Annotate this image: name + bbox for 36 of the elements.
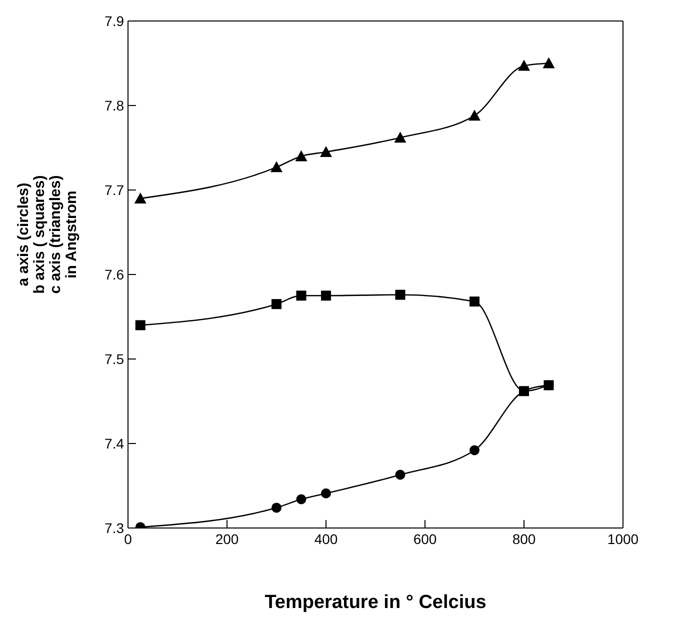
point	[544, 380, 554, 390]
point	[272, 299, 282, 310]
point	[321, 488, 331, 498]
y-tick-label: 7.9	[104, 12, 124, 29]
point	[518, 60, 530, 71]
y-axis-title: a axis (circles) b axis ( squares) c axis (triangles) in Angstrom	[15, 175, 80, 294]
point	[270, 161, 282, 172]
point	[135, 320, 146, 330]
x-tick-label: 1000	[607, 530, 639, 547]
point	[295, 150, 308, 162]
y-tick-label: 7.8	[104, 97, 124, 114]
point	[272, 502, 282, 513]
x-tick-label: 200	[215, 530, 239, 547]
point	[395, 470, 406, 480]
point	[320, 146, 332, 157]
point	[296, 290, 306, 301]
y-tick-label: 7.7	[104, 182, 124, 198]
y-tick-label: 7.6	[104, 266, 124, 282]
point	[468, 110, 480, 121]
x-tick-label: 400	[314, 530, 338, 547]
point	[470, 445, 480, 456]
point	[395, 290, 406, 300]
x-tick-label: 0	[124, 530, 132, 547]
x-tick-label: 600	[413, 530, 437, 547]
point	[134, 192, 146, 204]
y-tick-label: 7.3	[104, 520, 124, 536]
point	[542, 57, 555, 68]
point	[394, 132, 406, 143]
y-tick-label: 7.4	[104, 435, 124, 452]
point	[519, 386, 529, 396]
point	[321, 290, 331, 301]
point	[470, 296, 480, 307]
x-axis-title: Temperature in ° Celcius	[264, 592, 486, 613]
x-tick-label: 800	[512, 530, 536, 547]
point	[296, 494, 306, 504]
y-tick-label: 7.5	[104, 350, 124, 367]
